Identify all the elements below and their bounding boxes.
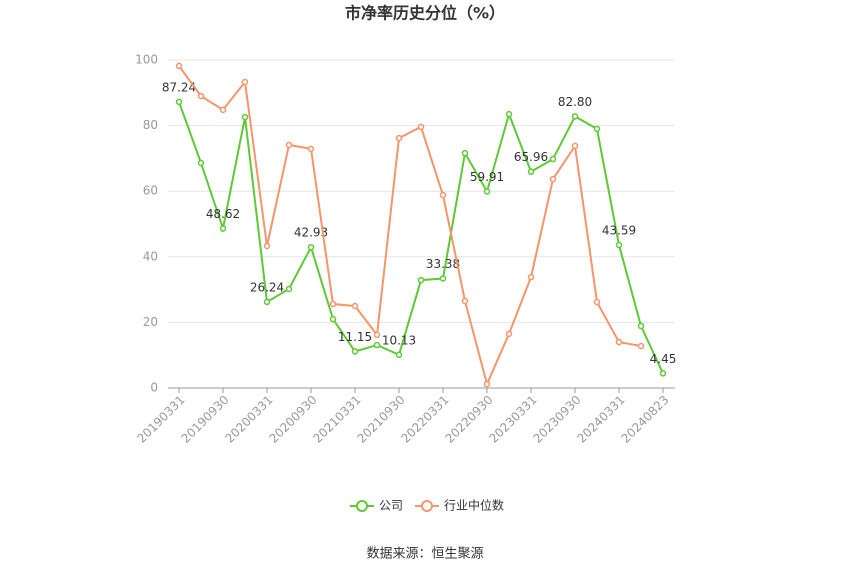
- data-label: 33.38: [426, 257, 460, 271]
- data-point: [307, 243, 315, 251]
- data-point: [417, 276, 425, 284]
- data-point: [505, 110, 513, 118]
- data-point: [615, 241, 623, 249]
- data-point: [175, 62, 183, 70]
- data-point: [593, 125, 601, 133]
- data-label: 42.93: [294, 226, 328, 240]
- data-point: [351, 348, 359, 355]
- data-point: [483, 188, 491, 195]
- y-tick-label: 60: [143, 184, 158, 198]
- data-point: [241, 113, 249, 121]
- data-point: [263, 298, 271, 306]
- y-tick-label: 0: [150, 381, 158, 395]
- y-tick-label: 20: [143, 315, 158, 329]
- data-point: [395, 134, 403, 142]
- data-point: [241, 78, 249, 86]
- data-point: [329, 315, 337, 323]
- data-label: 82.80: [558, 95, 592, 109]
- data-point: [263, 242, 271, 250]
- data-point: [659, 370, 667, 377]
- data-point: [549, 175, 557, 183]
- data-point: [439, 275, 447, 282]
- data-point: [571, 113, 579, 120]
- data-point: [395, 351, 403, 359]
- data-point: [373, 341, 381, 349]
- y-tick-label: 40: [143, 249, 158, 263]
- data-point: [285, 141, 293, 149]
- data-point: [461, 149, 469, 157]
- data-point: [549, 155, 557, 163]
- source: 数据来源：恒生聚源: [366, 547, 483, 562]
- data-point: [461, 297, 469, 305]
- y-tick-label: 80: [143, 118, 158, 132]
- data-point: [637, 342, 645, 350]
- data-point: [329, 300, 337, 308]
- data-point: [527, 273, 535, 281]
- legend-label: 公司: [379, 499, 403, 513]
- y-tick-label: 100: [135, 53, 158, 67]
- data-point: [637, 322, 645, 330]
- data-point: [351, 302, 359, 310]
- data-point: [417, 123, 425, 131]
- data-point: [571, 142, 579, 150]
- data-point: [373, 331, 381, 339]
- legend-label: 行业中位数: [444, 498, 504, 513]
- data-point: [505, 330, 513, 338]
- data-label: 11.15: [338, 330, 372, 344]
- data-label: 59.91: [470, 170, 504, 184]
- data-point: [307, 145, 315, 153]
- data-point: [527, 168, 535, 175]
- chart-title: 市净率历史分位（%）: [345, 4, 505, 23]
- data-point: [483, 380, 491, 388]
- x-tick-label: 20240823: [619, 393, 672, 446]
- data-point: [175, 98, 183, 106]
- data-point: [197, 92, 205, 100]
- series-line: [178, 65, 642, 388]
- data-point: [197, 159, 205, 167]
- data-label: 65.96: [514, 150, 548, 164]
- data-label: 10.13: [382, 333, 416, 347]
- data-point: [219, 225, 227, 232]
- legend-marker: [421, 500, 433, 512]
- data-point: [219, 106, 227, 114]
- data-point: [439, 191, 447, 199]
- legend-marker: [356, 500, 368, 512]
- data-label: 48.62: [206, 207, 240, 221]
- data-label: 26.24: [250, 280, 284, 294]
- series-line: [178, 101, 664, 374]
- data-label: 87.24: [162, 80, 196, 94]
- data-point: [285, 285, 293, 293]
- data-point: [593, 298, 601, 306]
- data-label: 43.59: [602, 224, 636, 238]
- data-label: 4.45: [650, 352, 677, 366]
- data-point: [615, 338, 623, 346]
